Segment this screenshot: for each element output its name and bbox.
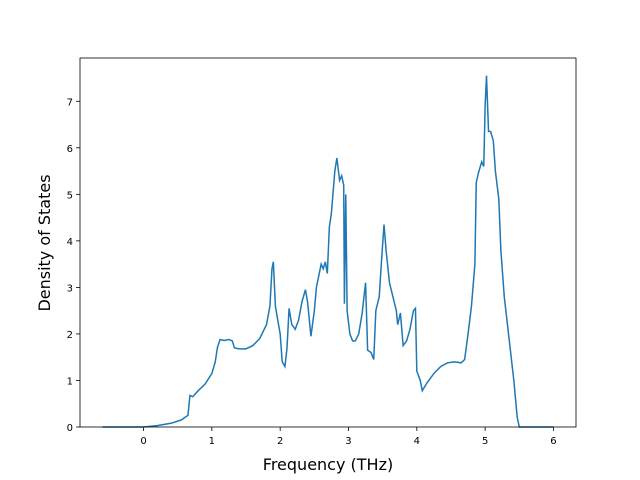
y-tick-label: 0 (67, 423, 73, 434)
y-tick-label: 7 (67, 97, 73, 108)
x-tick-label: 3 (345, 436, 351, 447)
x-tick-label: 6 (550, 436, 556, 447)
data-line (102, 75, 554, 428)
y-tick-label: 5 (67, 190, 73, 201)
x-tick-label: 1 (209, 436, 215, 447)
x-tick-label: 0 (140, 436, 146, 447)
y-tick-label: 6 (67, 144, 73, 155)
y-tick-label: 3 (67, 283, 73, 294)
x-tick-label: 4 (414, 436, 420, 447)
y-axis-label: Density of States (35, 174, 54, 311)
x-axis-label: Frequency (THz) (263, 455, 393, 474)
y-tick-label: 1 (67, 376, 73, 387)
plot-frame (79, 57, 577, 428)
x-tick-label: 2 (277, 436, 283, 447)
x-tick-label: 5 (482, 436, 488, 447)
y-tick-label: 4 (67, 237, 73, 248)
y-tick-label: 2 (67, 330, 73, 341)
